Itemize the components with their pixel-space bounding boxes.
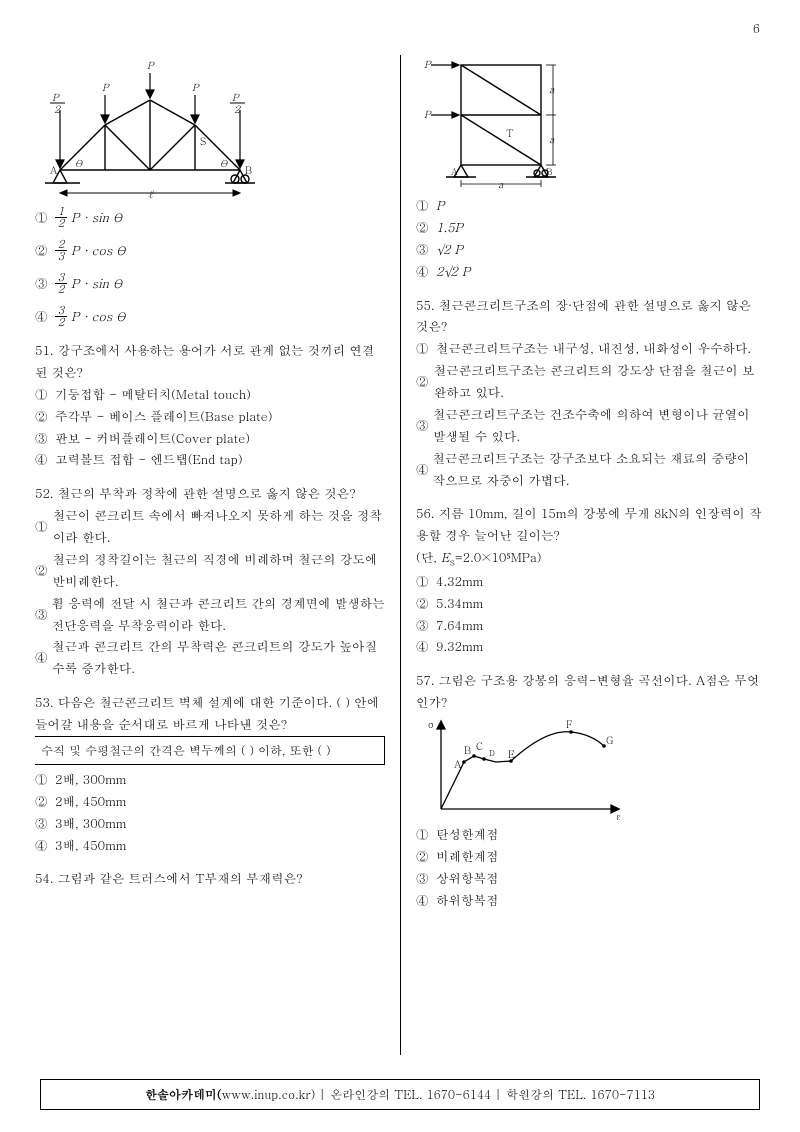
q51-stem: 51. 강구조에서 사용하는 용어가 서로 관계 없는 것끼리 연결된 것은? [35,340,385,384]
q57-figure: σ ε A B C D E F G [416,714,626,824]
q50-opt1: ① 1 2 P · sin θ [35,206,385,229]
q50-options: ① 1 2 P · sin θ ② 2 3 P · cos θ [35,206,385,328]
q56-given: (단, Es=2.0×10⁵MPa) [416,547,765,571]
q57: 57. 그림은 구조용 강봉의 응력-변형율 곡선이다. A점은 무엇인가? σ… [416,670,765,911]
q55-stem: 55. 철근콘크리트구조의 장·단점에 관한 설명으로 옳지 않은 것은? [416,295,765,339]
footer-tel2: 1670-7113 [590,1086,655,1103]
svg-text:a: a [549,132,555,146]
two-column-layout: P P P P 2 P 2 A B S θ θ [35,55,765,1055]
q53-opt1: ①2배, 300mm [35,769,385,791]
svg-text:D: D [489,748,495,759]
q53-opt2: ②2배, 450mm [35,791,385,813]
page-number: 6 [753,20,760,37]
q56-stem: 56. 지름 10mm, 길이 15m의 강봉에 무게 8kN의 인장력이 작용… [416,503,765,547]
q54-opt2: ②1.5P [416,217,765,239]
q57-opt1: ①탄성한계점 [416,824,765,846]
q51-opt4: ④고력볼트 접합 - 엔드탭(End tap) [35,449,385,471]
footer: 한솔아카데미(www.inup.co.kr) | 온라인강의 TEL. 1670… [40,1079,760,1110]
q56-opt3: ③7.64mm [416,615,765,637]
svg-text:B: B [546,165,552,178]
svg-text:F: F [566,717,573,731]
q56: 56. 지름 10mm, 길이 15m의 강봉에 무게 8kN의 인장력이 작용… [416,503,765,658]
svg-text:2: 2 [234,102,241,116]
q53-opt3: ③3배, 300mm [35,813,385,835]
q54-opt1: ①P [416,195,765,217]
svg-text:P: P [147,58,155,72]
svg-text:2: 2 [54,102,61,116]
svg-text:σ: σ [428,717,434,731]
q52-opt1: ①철근이 콘크리트 속에서 빠져나오지 못하게 하는 것을 정착이라 한다. [35,505,385,549]
svg-text:A: A [451,165,458,178]
q56-opt2: ②5.34mm [416,593,765,615]
q56-opt1: ①4.32mm [416,571,765,593]
truss-figure: P P P P 2 P 2 A B S θ θ [35,55,265,200]
svg-text:P: P [102,80,110,94]
footer-brand: 한솔아카데미( [145,1086,222,1103]
svg-text:ε: ε [616,809,621,823]
q52: 52. 철근의 부착과 정착에 관한 설명으로 옳지 않은 것은? ①철근이 콘… [35,483,385,680]
q51-opt1: ①기둥접합 - 메탈터치(Metal touch) [35,384,385,406]
q57-opt3: ③상위항복점 [416,868,765,890]
page: 6 [0,0,800,1132]
svg-text:T: T [506,126,514,140]
q51: 51. 강구조에서 사용하는 용어가 서로 관계 없는 것끼리 연결된 것은? … [35,340,385,471]
q55: 55. 철근콘크리트구조의 장·단점에 관한 설명으로 옳지 않은 것은? ①철… [416,295,765,492]
svg-text:θ: θ [75,156,83,170]
q55-opt3: ③철근콘크리트구조는 건조수축에 의하여 변형이나 균열이 발생될 수 있다. [416,404,765,448]
q56-opt4: ④9.32mm [416,636,765,658]
q51-opt3: ③판보 - 커버플레이트(Cover plate) [35,428,385,450]
q54-stem-block: 54. 그림과 같은 트러스에서 T부재의 부재력은? [35,868,385,890]
q57-opt4: ④하위항복점 [416,890,765,912]
q55-opt2: ②철근콘크리트구조는 콘크리트의 강도상 단점을 철근이 보완하고 있다. [416,360,765,404]
q52-opt4: ④철근과 콘크리트 간의 부착력은 콘크리트의 강도가 높아질수록 증가한다. [35,636,385,680]
footer-sep2: | 학원강의 TEL. [491,1086,590,1103]
svg-text:B: B [464,743,471,757]
footer-url: www.inup.co.kr [221,1086,310,1103]
svg-text:P: P [424,57,432,71]
svg-text:A: A [50,163,58,177]
q54-opt3: ③√2 P [416,239,765,261]
q53: 53. 다음은 철근콘크리트 벽체 설계에 대한 기준이다. ( ) 안에 들어… [35,692,385,856]
q55-opt4: ④철근콘크리트구조는 강구조보다 소요되는 재료의 중량이 작으므로 자중이 가… [416,448,765,492]
q50-opt2: ② 2 3 P · cos θ [35,239,385,262]
q54-stem: 54. 그림과 같은 트러스에서 T부재의 부재력은? [35,868,385,890]
q50-opt3: ③ 3 2 P · sin θ [35,272,385,295]
q51-opt2: ②주각부 - 베이스 플레이트(Base plate) [35,406,385,428]
svg-text:A: A [454,757,462,771]
svg-text:a: a [549,82,555,96]
svg-text:C: C [476,739,483,753]
q54-options: ①P ②1.5P ③√2 P ④2√2 P [416,195,765,283]
svg-text:P: P [192,80,200,94]
svg-text:E: E [508,747,515,761]
q54-figure: P P A B T a a a [416,55,586,195]
footer-tel1: 1670-6144 [426,1086,491,1103]
svg-text:B: B [245,163,252,177]
q52-opt3: ③휨 응력에 전달 시 철근과 콘크리트 간의 경계면에 발생하는 전단응력을 … [35,593,385,637]
q55-opt1: ①철근콘크리트구조는 내구성, 내진성, 내화성이 우수하다. [416,338,765,360]
q53-opt4: ④3배, 450mm [35,835,385,857]
svg-text:S: S [200,134,206,148]
footer-sep: ) | 온라인강의 TEL. [311,1086,427,1103]
q50-opt4: ④ 3 2 P · cos θ [35,305,385,328]
q57-opt2: ②비례한계점 [416,846,765,868]
svg-text:θ: θ [220,156,228,170]
svg-text:G: G [606,733,614,747]
q52-opt2: ②철근의 정착길이는 철근의 직경에 비례하며 철근의 강도에 반비례한다. [35,549,385,593]
q52-stem: 52. 철근의 부착과 정착에 관한 설명으로 옳지 않은 것은? [35,483,385,505]
q53-stem: 53. 다음은 철근콘크리트 벽체 설계에 대한 기준이다. ( ) 안에 들어… [35,692,385,736]
svg-text:P: P [424,107,432,121]
q53-box: 수직 및 수평철근의 간격은 벽두께의 ( ) 이하, 또한 ( ) [35,736,385,765]
q57-stem: 57. 그림은 구조용 강봉의 응력-변형율 곡선이다. A점은 무엇인가? [416,670,765,714]
right-column: P P A B T a a a ①P ②1.5P [400,55,765,1055]
q54-opt4: ④2√2 P [416,261,765,283]
left-column: P P P P 2 P 2 A B S θ θ [35,55,400,1055]
